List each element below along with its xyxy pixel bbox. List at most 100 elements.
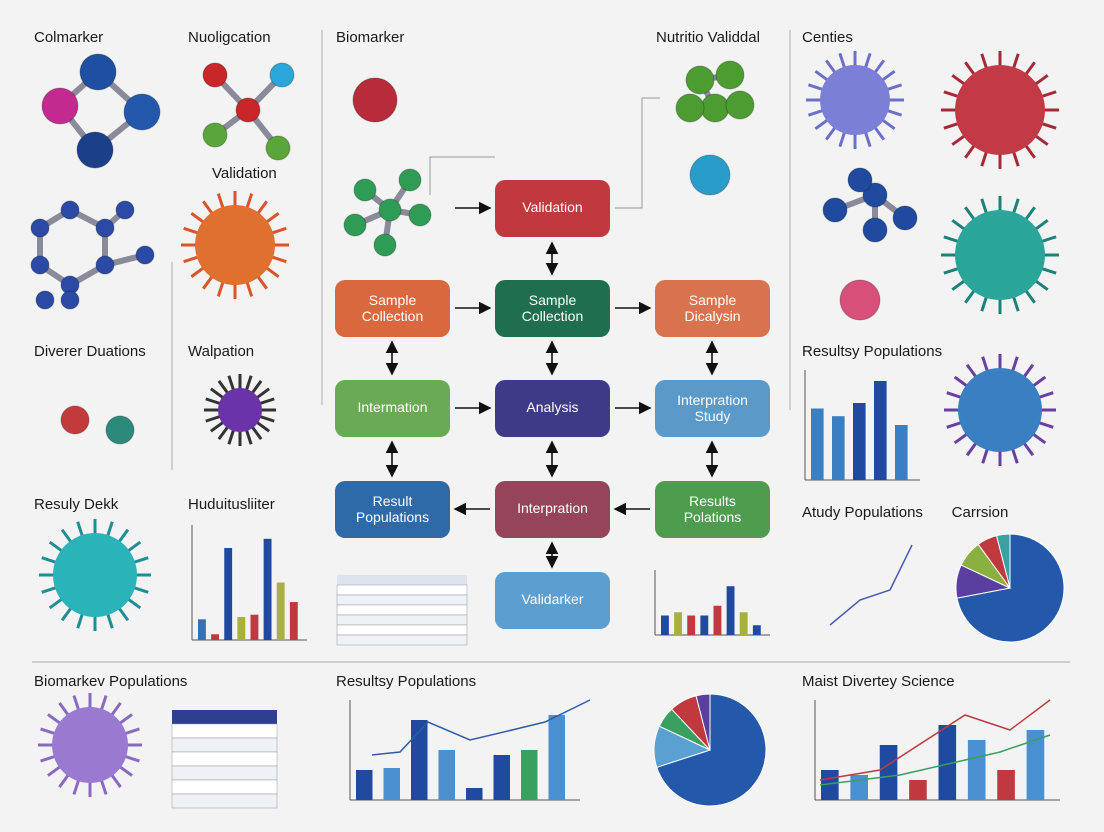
bar xyxy=(263,538,272,640)
atom xyxy=(715,60,745,90)
atom xyxy=(60,200,80,220)
flow-label: Results Polations xyxy=(684,493,742,525)
atom xyxy=(269,62,295,88)
bar xyxy=(811,408,824,480)
heading: Centies xyxy=(802,29,853,46)
virus xyxy=(53,533,137,617)
bar xyxy=(237,617,246,640)
table-row xyxy=(336,604,468,616)
flow-node xyxy=(495,481,610,538)
virus xyxy=(955,210,1045,300)
atom xyxy=(378,198,402,222)
heading: Resultsy Populations xyxy=(802,343,942,360)
atom xyxy=(105,415,135,445)
bar xyxy=(224,548,233,640)
heading: Colmarker xyxy=(34,29,103,46)
atom xyxy=(265,135,291,161)
bar xyxy=(521,750,538,800)
table-header xyxy=(337,575,467,585)
atom xyxy=(398,168,422,192)
atom xyxy=(343,213,367,237)
bar xyxy=(938,725,957,800)
bar xyxy=(967,740,986,800)
flow-node xyxy=(335,280,450,337)
flow-node xyxy=(495,280,610,337)
atom xyxy=(689,154,731,196)
table-row xyxy=(171,779,278,795)
bar xyxy=(752,625,761,635)
heading: Resultsy Populations xyxy=(336,673,476,690)
bar xyxy=(997,770,1015,800)
connector xyxy=(429,156,495,195)
bar xyxy=(276,582,285,640)
flow-node xyxy=(495,380,610,437)
bar xyxy=(1026,730,1045,800)
atom xyxy=(352,77,398,123)
table-row xyxy=(171,793,278,809)
atom xyxy=(839,279,881,321)
bar xyxy=(383,768,400,800)
atom xyxy=(408,203,432,227)
table-header xyxy=(172,710,277,724)
trend-line xyxy=(371,699,591,756)
heading: Atudy Populations xyxy=(802,504,923,521)
flow-label: Result Populations xyxy=(356,493,429,525)
flow-label: Interpration Study xyxy=(677,392,748,424)
flow-node xyxy=(335,481,450,538)
trend-line xyxy=(829,544,913,626)
atom xyxy=(675,93,705,123)
flow-node xyxy=(335,380,450,437)
bar xyxy=(411,720,428,800)
atom xyxy=(202,122,228,148)
flow-node xyxy=(495,180,610,237)
atom xyxy=(685,65,715,95)
flow-node xyxy=(655,380,770,437)
bar xyxy=(211,634,219,640)
atom xyxy=(135,245,155,265)
virus xyxy=(820,65,890,135)
table-row xyxy=(336,634,468,646)
heading: Validation xyxy=(212,165,277,182)
atom xyxy=(892,205,918,231)
atom xyxy=(202,62,228,88)
flow-label: Intermation xyxy=(357,399,427,415)
bar xyxy=(909,780,927,800)
bar xyxy=(289,602,298,640)
flow-label: Sample Collection xyxy=(362,292,423,324)
bar xyxy=(674,612,682,635)
atom xyxy=(79,53,117,91)
table-row xyxy=(171,765,278,781)
atom xyxy=(725,90,755,120)
flow-label: Analysis xyxy=(526,399,578,415)
heading: Huduitusliiter xyxy=(188,496,275,513)
trend-line xyxy=(819,734,1051,786)
flow-label: Validarker xyxy=(522,591,584,607)
virus xyxy=(52,707,128,783)
atom xyxy=(35,290,55,310)
atom xyxy=(30,255,50,275)
atom xyxy=(862,182,888,208)
heading: Nutritio Validdal xyxy=(656,29,760,46)
virus xyxy=(218,388,262,432)
bar xyxy=(726,586,735,635)
atom xyxy=(76,131,114,169)
bar xyxy=(493,755,510,800)
table-row xyxy=(171,723,278,739)
bar xyxy=(466,788,483,800)
bar xyxy=(356,770,373,800)
atom xyxy=(700,93,730,123)
heading: Biomarkev Populations xyxy=(34,673,187,690)
flow-node xyxy=(495,572,610,629)
dividers xyxy=(32,30,1070,663)
connector xyxy=(615,97,660,209)
atom xyxy=(373,233,397,257)
table-row xyxy=(336,624,468,636)
flowchart: Validation Sample Collection Sample Collecti… xyxy=(335,97,770,629)
heading: Walpation xyxy=(188,343,254,360)
heading: Maist Divertey Science xyxy=(802,673,955,690)
virus xyxy=(958,368,1042,452)
atom xyxy=(95,218,115,238)
headings: Colmarker Nuoligcation Validation Diverer D… xyxy=(34,29,1008,690)
bar xyxy=(687,615,696,635)
